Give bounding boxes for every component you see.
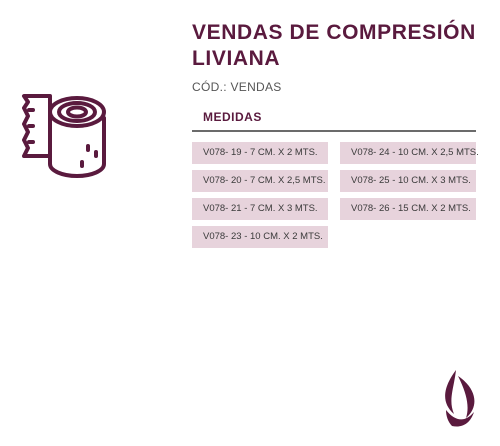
measurement-option[interactable]: V078- 20 - 7 CM. X 2,5 MTS.	[192, 170, 328, 192]
measurement-option[interactable]: V078- 25 - 10 CM. X 3 MTS.	[340, 170, 476, 192]
measurements-heading: MEDIDAS	[203, 110, 262, 124]
product-code: CÓD.: VENDAS	[192, 80, 282, 94]
measurements-list: V078- 19 - 7 CM. X 2 MTS. V078- 24 - 10 …	[192, 142, 479, 248]
bandage-roll-icon	[22, 94, 106, 178]
measurement-option[interactable]: V078- 21 - 7 CM. X 3 MTS.	[192, 198, 328, 220]
measurement-option[interactable]: V078- 26 - 15 CM. X 2 MTS.	[340, 198, 476, 220]
measurement-option[interactable]: V078- 23 - 10 CM. X 2 MTS.	[192, 226, 328, 248]
section-divider	[192, 130, 476, 132]
measurement-option[interactable]: V078- 19 - 7 CM. X 2 MTS.	[192, 142, 328, 164]
flame-logo-icon	[445, 370, 475, 427]
brand-logo	[440, 370, 480, 428]
product-icon	[20, 90, 112, 182]
measurement-option[interactable]: V078- 24 - 10 CM. X 2,5 MTS.	[340, 142, 479, 164]
product-title: VENDAS DE COMPRESIÓN LIVIANA	[192, 21, 476, 70]
